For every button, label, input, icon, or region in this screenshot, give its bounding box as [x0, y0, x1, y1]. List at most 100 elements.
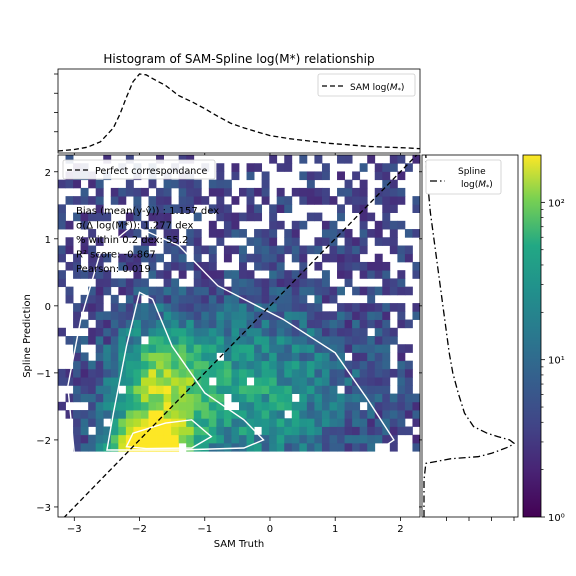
x-axis-label: SAM Truth	[214, 539, 265, 550]
heatmap-cell	[269, 220, 278, 230]
heatmap-cell	[261, 196, 270, 205]
heatmap-cell	[140, 327, 149, 337]
heatmap-cell	[223, 311, 232, 320]
heatmap-cell	[193, 253, 202, 263]
main-legend-label: Perfect correspondance	[95, 166, 208, 177]
heatmap-cell	[329, 426, 338, 436]
heatmap-cell	[103, 377, 112, 386]
heatmap-cell	[359, 352, 368, 362]
heatmap-cell	[397, 385, 406, 394]
heatmap-cell	[223, 352, 232, 362]
heatmap-cell	[321, 344, 330, 353]
heatmap-cell	[193, 311, 202, 320]
heatmap-cell	[314, 237, 323, 246]
colorbar-gradient	[522, 154, 542, 518]
heatmap-cell	[314, 303, 323, 312]
heatmap-cell	[110, 360, 119, 370]
heatmap-cell	[359, 393, 368, 403]
heatmap-cell	[95, 368, 104, 378]
heatmap-cell	[80, 410, 89, 419]
heatmap-cell	[223, 270, 232, 279]
heatmap-cell	[73, 261, 82, 271]
heatmap-cell	[329, 327, 338, 337]
heatmap-cell	[88, 196, 97, 205]
heatmap-cell	[397, 418, 406, 427]
heatmap-cell	[148, 286, 157, 296]
heatmap-cell	[397, 344, 406, 353]
heatmap-cell	[110, 385, 119, 394]
heatmap-cell	[337, 360, 345, 370]
heatmap-cell	[223, 220, 232, 230]
heatmap-cell	[299, 377, 308, 386]
heatmap-cell	[284, 327, 293, 337]
heatmap-cell	[367, 336, 376, 345]
heatmap-cell	[140, 426, 149, 436]
heatmap-cell	[216, 360, 225, 370]
heatmap-cell	[254, 286, 263, 296]
heatmap-cell	[208, 229, 217, 238]
heatmap-cell	[382, 336, 391, 345]
heatmap-cell	[95, 286, 104, 296]
heatmap-cell	[269, 418, 278, 427]
heatmap-cell	[254, 319, 263, 329]
heatmap-cell	[314, 418, 323, 427]
heatmap-cell	[216, 270, 225, 279]
heatmap-cell	[261, 187, 270, 197]
heatmap-cell	[337, 352, 345, 362]
heatmap-cell	[171, 434, 180, 444]
heatmap-cell	[276, 344, 285, 353]
heatmap-cell	[291, 368, 300, 378]
heatmap-cell	[254, 377, 263, 386]
heatmap-cell	[73, 311, 82, 320]
heatmap-cell	[186, 237, 195, 246]
heatmap-cell	[359, 368, 368, 378]
heatmap-cell	[254, 401, 263, 411]
heatmap-cell	[321, 171, 330, 181]
heatmap-cell	[314, 344, 323, 353]
heatmap-cell	[389, 204, 398, 213]
heatmap-cell	[314, 311, 323, 320]
heatmap-cell	[337, 270, 345, 279]
heatmap-cell	[216, 187, 225, 197]
heatmap-cell	[299, 434, 308, 444]
heatmap-cell	[374, 237, 383, 246]
heatmap-cell	[314, 319, 323, 329]
heatmap-cell	[223, 426, 232, 436]
heatmap-cell	[103, 352, 112, 362]
heatmap-cell	[171, 179, 180, 189]
x-tick-label: 1	[332, 524, 338, 535]
heatmap-cell	[80, 294, 89, 304]
heatmap-cell	[231, 311, 240, 320]
heatmap-cell	[80, 393, 89, 403]
heatmap-cell	[125, 336, 134, 345]
heatmap-cell	[382, 237, 391, 246]
heatmap-cell	[284, 336, 293, 345]
heatmap-cell	[140, 344, 149, 353]
heatmap-cell	[201, 278, 210, 288]
heatmap-cell	[193, 229, 202, 238]
heatmap-cell	[284, 442, 293, 452]
heatmap-cell	[201, 261, 210, 271]
heatmap-cell	[73, 393, 82, 403]
heatmap-cell	[382, 410, 391, 419]
heatmap-cell	[299, 187, 308, 197]
heatmap-cell	[118, 393, 127, 403]
heatmap-cell	[276, 163, 285, 172]
heatmap-cell	[389, 286, 398, 296]
heatmap-cell	[291, 245, 300, 255]
main-axes: −3 −2 −1 0 1 2 −3 −2 −1 0 1 2	[36, 168, 403, 535]
heatmap-cell	[201, 327, 210, 337]
heatmap-cell	[110, 327, 119, 337]
heatmap-cell	[125, 294, 134, 304]
heatmap-cell	[156, 442, 164, 452]
heatmap-cell	[254, 368, 263, 378]
heatmap-cell	[239, 360, 247, 370]
heatmap-cell	[261, 336, 270, 345]
heatmap-cell	[208, 401, 217, 411]
heatmap-cell	[269, 410, 278, 419]
heatmap-cell	[276, 352, 285, 362]
y-tick-label: −3	[36, 503, 51, 514]
heatmap-cell	[88, 385, 97, 394]
heatmap-cell	[344, 336, 353, 345]
heatmap-cell	[80, 196, 89, 205]
